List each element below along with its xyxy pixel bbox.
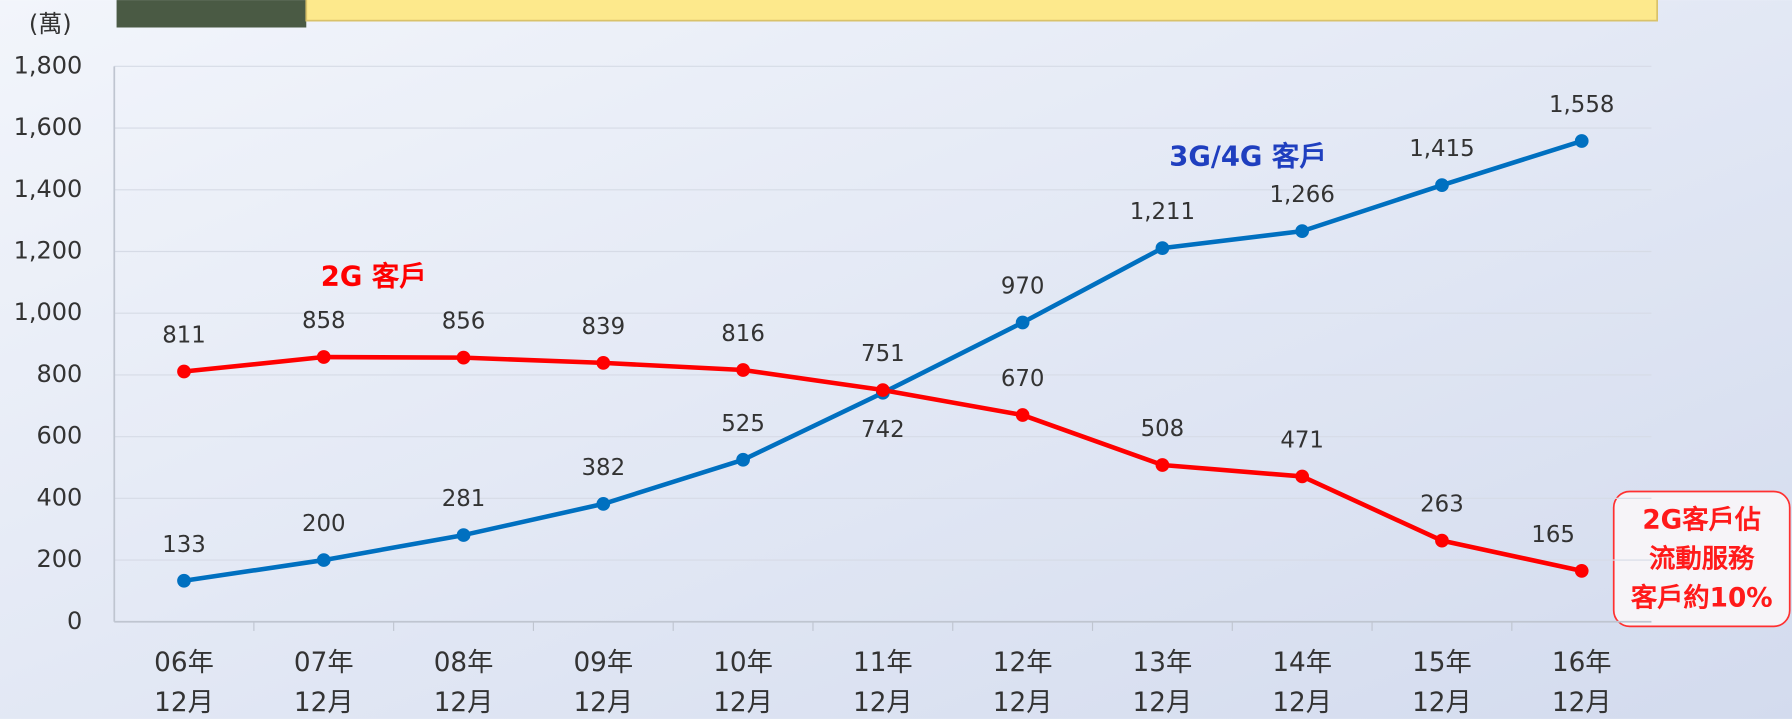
- data-label: 165: [1531, 522, 1575, 548]
- y-tick-label: 1,600: [14, 113, 83, 141]
- x-tick-line: 12月: [853, 687, 913, 717]
- data-point: [1295, 470, 1309, 484]
- x-tick-line: 15年: [1412, 647, 1472, 677]
- thumbnail: [117, 0, 307, 27]
- y-tick-label: 1,000: [14, 298, 83, 326]
- y-tick-label: 1,800: [14, 51, 83, 79]
- x-tick-line: 12月: [713, 687, 773, 717]
- data-point: [1156, 458, 1170, 472]
- data-point: [736, 363, 750, 377]
- x-tick-line: 08年: [434, 647, 494, 677]
- x-tick-line: 12月: [1272, 687, 1332, 717]
- data-point: [876, 383, 890, 397]
- series-label: 2G 客戶: [321, 260, 427, 292]
- data-label: 970: [1001, 274, 1045, 300]
- x-tick-line: 12月: [573, 687, 633, 717]
- x-tick-line: 13年: [1133, 647, 1193, 677]
- data-point: [1016, 316, 1030, 330]
- data-point: [177, 574, 191, 588]
- data-label: 1,558: [1549, 92, 1614, 118]
- x-tick-line: 12月: [1552, 687, 1612, 717]
- x-tick-line: 11年: [853, 647, 913, 677]
- callout-text: 2G客戶佔: [1642, 505, 1761, 536]
- banner: [306, 0, 1657, 21]
- chart: (萬) 0 200 400 600 800 1,000 1,200 1,400 1,600 1,8…: [0, 0, 1792, 719]
- x-tick-line: 16年: [1552, 647, 1612, 677]
- x-tick-line: 07年: [294, 647, 354, 677]
- y-tick-label: 800: [36, 360, 82, 388]
- data-point: [1435, 178, 1449, 192]
- y-tick-label: 600: [36, 422, 82, 450]
- data-point: [1295, 224, 1309, 238]
- data-point: [596, 497, 610, 511]
- series-label: 3G/4G 客戶: [1169, 140, 1327, 172]
- data-label: 263: [1420, 492, 1464, 518]
- data-label: 670: [1001, 366, 1045, 392]
- y-tick-label: 200: [36, 545, 82, 573]
- data-point: [317, 350, 331, 364]
- data-point: [457, 351, 471, 365]
- x-tick-line: 09年: [573, 647, 633, 677]
- data-label: 1,211: [1130, 199, 1195, 225]
- data-point: [1575, 564, 1589, 578]
- x-tick-line: 12年: [993, 647, 1053, 677]
- x-tick-line: 12月: [1133, 687, 1193, 717]
- x-tick-line: 14年: [1272, 647, 1332, 677]
- data-point: [1156, 241, 1170, 255]
- x-tick-line: 10年: [713, 647, 773, 677]
- data-label: 471: [1280, 428, 1324, 454]
- data-label: 1,266: [1269, 182, 1334, 208]
- callout-text: 客戶約10%: [1631, 582, 1773, 613]
- data-point: [457, 528, 471, 542]
- data-label: 751: [861, 341, 905, 367]
- data-label: 200: [302, 511, 346, 537]
- x-tick-line: 06年: [154, 647, 214, 677]
- y-tick-label: 0: [67, 607, 82, 635]
- data-label: 742: [861, 417, 905, 443]
- x-tick-line: 12月: [1412, 687, 1472, 717]
- data-point: [317, 553, 331, 567]
- data-point: [177, 365, 191, 379]
- x-tick-line: 12月: [993, 687, 1053, 717]
- data-label: 816: [721, 321, 765, 347]
- data-label: 281: [442, 486, 486, 512]
- unit-label: (萬): [29, 10, 72, 38]
- x-tick-line: 12月: [154, 687, 214, 717]
- data-label: 382: [582, 455, 626, 481]
- data-label: 858: [302, 308, 346, 334]
- data-label: 811: [162, 323, 206, 349]
- data-point: [1575, 134, 1589, 148]
- data-label: 1,415: [1409, 136, 1474, 162]
- y-tick-label: 1,200: [14, 237, 83, 265]
- callout-text: 流動服務: [1649, 545, 1755, 575]
- data-label: 856: [442, 309, 486, 335]
- data-label: 525: [721, 411, 765, 437]
- data-point: [1435, 534, 1449, 548]
- data-point: [736, 453, 750, 467]
- y-tick-label: 1,400: [14, 175, 83, 203]
- data-point: [596, 356, 610, 370]
- data-label: 133: [162, 532, 206, 558]
- y-tick-label: 400: [36, 483, 82, 511]
- data-point: [1016, 408, 1030, 422]
- x-tick-line: 12月: [294, 687, 354, 717]
- data-label: 839: [582, 314, 626, 340]
- data-label: 508: [1141, 416, 1185, 442]
- x-tick-line: 12月: [434, 687, 494, 717]
